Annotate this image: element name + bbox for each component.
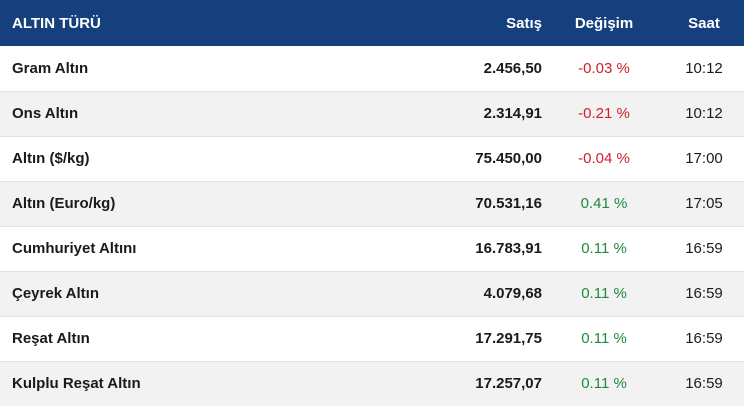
gold-type-cell[interactable]: Çeyrek Altın	[0, 271, 220, 317]
change-cell: -0.21 %	[544, 91, 664, 137]
table-row[interactable]: Çeyrek Altın 4.079,68 0.11 % 16:59	[0, 271, 744, 317]
gold-type-cell[interactable]: Ons Altın	[0, 91, 220, 137]
sell-price-cell: 4.079,68	[220, 271, 544, 317]
header-sell[interactable]: Satış	[506, 14, 542, 32]
sell-price-cell: 17.291,75	[220, 316, 544, 362]
change-cell: -0.03 %	[544, 46, 664, 92]
table-body: Gram Altın 2.456,50 -0.03 % 10:12 Ons Al…	[0, 46, 744, 406]
time-cell: 17:05	[664, 181, 744, 227]
gold-type-cell[interactable]: Reşat Altın	[0, 316, 220, 362]
sell-price-cell: 75.450,00	[220, 136, 544, 182]
gold-type-cell[interactable]: Altın ($/kg)	[0, 136, 220, 182]
table-row[interactable]: Altın (Euro/kg) 70.531,16 0.41 % 17:05	[0, 181, 744, 227]
table-header: ALTIN TÜRÜ Satış Değişim Saat	[0, 0, 744, 46]
table-row[interactable]: Gram Altın 2.456,50 -0.03 % 10:12	[0, 46, 744, 92]
header-row: ALTIN TÜRÜ Satış Değişim Saat	[0, 0, 744, 46]
time-cell: 16:59	[685, 375, 723, 393]
change-cell: 0.11 %	[544, 271, 664, 317]
time-cell: 16:59	[664, 316, 744, 362]
header-change[interactable]: Değişim	[574, 14, 634, 32]
sell-price-cell: 16.783,91	[220, 226, 544, 272]
gold-type-cell[interactable]: Kulplu Reşat Altın	[12, 375, 141, 393]
table-row[interactable]: Reşat Altın 17.291,75 0.11 % 16:59	[0, 316, 744, 362]
time-cell: 10:12	[664, 91, 744, 137]
gold-type-cell[interactable]: Gram Altın	[0, 46, 220, 92]
change-cell: 0.11 %	[544, 316, 664, 362]
change-cell: 0.41 %	[544, 181, 664, 227]
sell-price-cell: 2.314,91	[220, 91, 544, 137]
time-cell: 17:00	[664, 136, 744, 182]
change-cell: -0.04 %	[544, 136, 664, 182]
sell-price-cell: 17.257,07	[475, 375, 542, 393]
header-time[interactable]: Saat	[688, 14, 720, 32]
gold-type-cell[interactable]: Cumhuriyet Altını	[0, 226, 220, 272]
table-row[interactable]: Altın ($/kg) 75.450,00 -0.04 % 17:00	[0, 136, 744, 182]
change-cell: 0.11 %	[581, 375, 627, 393]
sell-price-cell: 70.531,16	[220, 181, 544, 227]
time-cell: 10:12	[664, 46, 744, 92]
change-cell: 0.11 %	[544, 226, 664, 272]
sell-price-cell: 2.456,50	[220, 46, 544, 92]
header-gold-type[interactable]: ALTIN TÜRÜ	[12, 14, 101, 32]
time-cell: 16:59	[664, 271, 744, 317]
table-row[interactable]: Cumhuriyet Altını 16.783,91 0.11 % 16:59	[0, 226, 744, 272]
table-row[interactable]: Kulplu Reşat Altın 17.257,07 0.11 % 16:5…	[0, 361, 744, 406]
gold-type-cell[interactable]: Altın (Euro/kg)	[0, 181, 220, 227]
time-cell: 16:59	[664, 226, 744, 272]
table-row[interactable]: Ons Altın 2.314,91 -0.21 % 10:12	[0, 91, 744, 137]
